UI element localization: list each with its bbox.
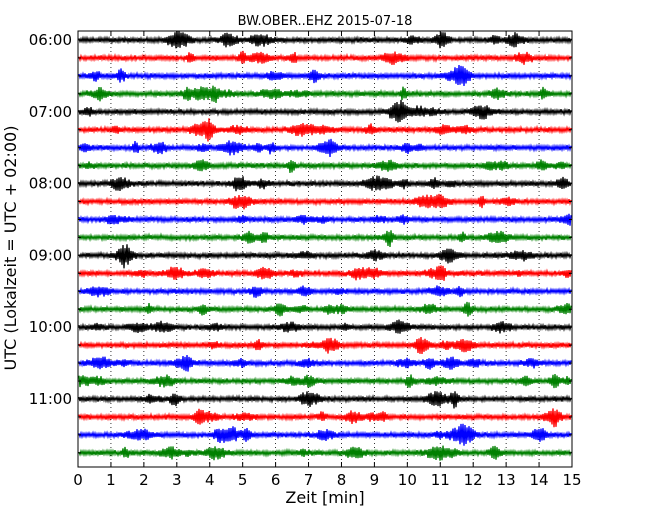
plot-frame	[77, 30, 573, 468]
seismogram-trace-09:15	[78, 265, 572, 281]
y-axis-label: UTC (Lokalzeit = UTC + 02:00)	[1, 126, 20, 371]
seismogram-trace-06:15	[78, 50, 572, 65]
seismogram-trace-10:45	[78, 374, 572, 389]
x-tick-label: 2	[139, 471, 149, 489]
x-axis-ticks: 0 1 2 3 4 5 6 7 8 9 10 11 12 13 14 15	[73, 31, 582, 489]
y-axis-ticks: 06:00 07:00 08:00 09:00 10:00 11:00	[29, 31, 572, 454]
seismogram-trace-10:00	[78, 319, 572, 334]
x-tick-label: 13	[497, 471, 516, 489]
seismogram-trace-07:30	[78, 138, 572, 158]
x-tick-label: 4	[205, 471, 215, 489]
x-tick-label: 1	[106, 471, 116, 489]
seismogram-trace-11:00	[78, 391, 572, 409]
seismogram-trace-10:15	[78, 337, 572, 355]
seismogram-trace-08:00	[78, 175, 572, 192]
seismogram-trace-06:45	[78, 85, 572, 103]
y-tick-label: 06:00	[29, 31, 72, 49]
x-tick-label: 10	[398, 471, 417, 489]
seismogram-trace-07:15	[78, 118, 572, 142]
seismogram-traces	[78, 30, 572, 461]
seismogram-trace-06:30	[78, 65, 572, 86]
x-tick-label: 0	[73, 471, 83, 489]
x-tick-label: 5	[238, 471, 248, 489]
seismogram-trace-09:45	[78, 301, 572, 317]
seismogram-trace-07:00	[78, 99, 572, 123]
x-tick-label: 15	[562, 471, 581, 489]
seismogram-trace-06:00	[78, 30, 572, 49]
seismogram-trace-10:30	[78, 354, 572, 372]
seismogram-trace-08:45	[78, 230, 572, 248]
x-tick-label: 9	[370, 471, 380, 489]
x-tick-label: 3	[172, 471, 182, 489]
seismogram-trace-08:15	[78, 193, 572, 210]
x-tick-label: 6	[271, 471, 281, 489]
seismogram-trace-08:30	[78, 213, 572, 226]
seismogram-trace-09:30	[78, 285, 572, 298]
y-tick-label: 08:00	[29, 175, 72, 193]
y-tick-label: 07:00	[29, 103, 72, 121]
x-tick-label: 11	[431, 471, 450, 489]
seismogram-trace-11:45	[78, 445, 572, 461]
y-tick-label: 11:00	[29, 390, 72, 408]
seismogram-trace-11:15	[78, 408, 572, 428]
seismogram-trace-09:00	[78, 244, 572, 269]
x-gridlines	[110, 31, 540, 467]
x-tick-label: 14	[530, 471, 549, 489]
x-axis-label: Zeit [min]	[285, 488, 364, 507]
y-tick-label: 09:00	[29, 246, 72, 264]
x-tick-label: 12	[464, 471, 483, 489]
seismogram-trace-11:30	[78, 423, 572, 446]
seismogram-trace-07:45	[78, 159, 572, 173]
chart-title: BW.OBER..EHZ 2015-07-18	[238, 14, 413, 29]
x-tick-label: 7	[304, 471, 314, 489]
x-tick-label: 8	[337, 471, 347, 489]
y-tick-label: 10:00	[29, 318, 72, 336]
